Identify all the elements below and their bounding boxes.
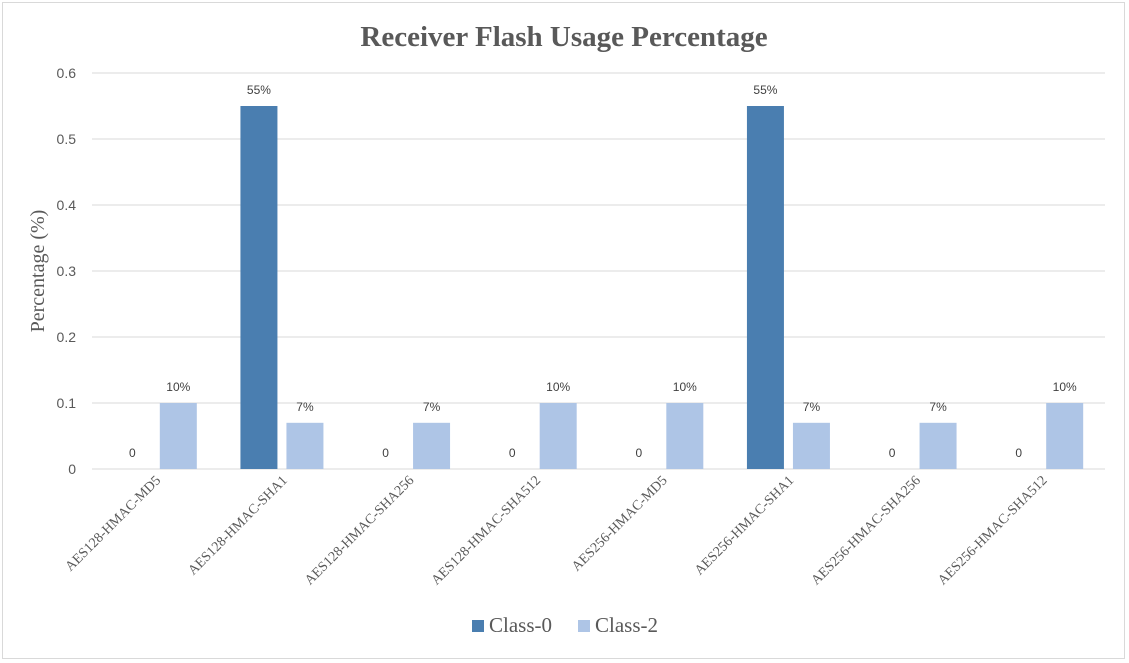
- x-tick-label: AES128-HMAC-MD5: [63, 473, 164, 574]
- data-label: 55%: [247, 83, 271, 97]
- data-label: 0: [382, 446, 389, 460]
- bar-class-2: [919, 422, 957, 469]
- legend-swatch: [578, 620, 590, 632]
- data-label: 10%: [1053, 380, 1077, 394]
- y-tick-label: 0.2: [57, 329, 77, 345]
- bar-class-2: [539, 403, 577, 469]
- y-axis-ticks: 0 0.1 0.2 0.3 0.4 0.5 0.6: [57, 65, 77, 477]
- y-tick-label: 0.4: [57, 197, 77, 213]
- legend-entry: Class-2: [595, 613, 658, 637]
- bar-class-2: [1046, 403, 1084, 469]
- bars: [159, 106, 1084, 469]
- y-tick-label: 0.5: [57, 131, 77, 147]
- legend-entry: Class-0: [489, 613, 552, 637]
- data-label: 10%: [166, 380, 190, 394]
- bar-class-0: [746, 106, 784, 469]
- data-label: 0: [889, 446, 896, 460]
- data-label: 7%: [803, 400, 821, 414]
- data-label: 10%: [546, 380, 570, 394]
- x-tick-label: AES256-HMAC-MD5: [569, 473, 670, 574]
- data-label: 0: [509, 446, 516, 460]
- y-tick-label: 0.1: [57, 395, 77, 411]
- bar-class-2: [159, 403, 197, 469]
- data-label: 7%: [296, 400, 314, 414]
- data-label: 7%: [929, 400, 947, 414]
- x-tick-label: AES128-HMAC-SHA512: [429, 473, 544, 588]
- data-label: 55%: [753, 83, 777, 97]
- x-tick-label: AES256-HMAC-SHA512: [935, 473, 1050, 588]
- legend: Class-0 Class-2: [472, 613, 658, 637]
- bar-class-2: [413, 422, 451, 469]
- data-label: 0: [129, 446, 136, 460]
- x-tick-label: AES256-HMAC-SHA1: [692, 473, 797, 578]
- legend-swatch: [472, 620, 484, 632]
- x-tick-label: AES128-HMAC-SHA1: [186, 473, 291, 578]
- y-axis-label: Percentage (%): [27, 210, 49, 333]
- y-tick-label: 0.3: [57, 263, 77, 279]
- data-label: 7%: [423, 400, 441, 414]
- data-labels: 0 10% 55% 7% 0 7% 0 10% 0 10% 55% 7% 0 7% 0 10%: [129, 83, 1077, 460]
- data-label: 0: [1015, 446, 1022, 460]
- chart-title: Receiver Flash Usage Percentage: [360, 21, 767, 53]
- bar-class-2: [666, 403, 704, 469]
- bar-class-2: [792, 422, 830, 469]
- y-tick-label: 0.6: [57, 65, 77, 81]
- data-label: 0: [635, 446, 642, 460]
- y-tick-label: 0: [68, 461, 76, 477]
- data-label: 10%: [673, 380, 697, 394]
- x-axis-ticks: AES128-HMAC-MD5 AES128-HMAC-SHA1 AES128-HM…: [63, 473, 1051, 588]
- bar-class-0: [240, 106, 278, 469]
- bar-class-2: [286, 422, 324, 469]
- x-tick-label: AES256-HMAC-SHA256: [809, 473, 924, 588]
- x-tick-label: AES128-HMAC-SHA256: [302, 473, 417, 588]
